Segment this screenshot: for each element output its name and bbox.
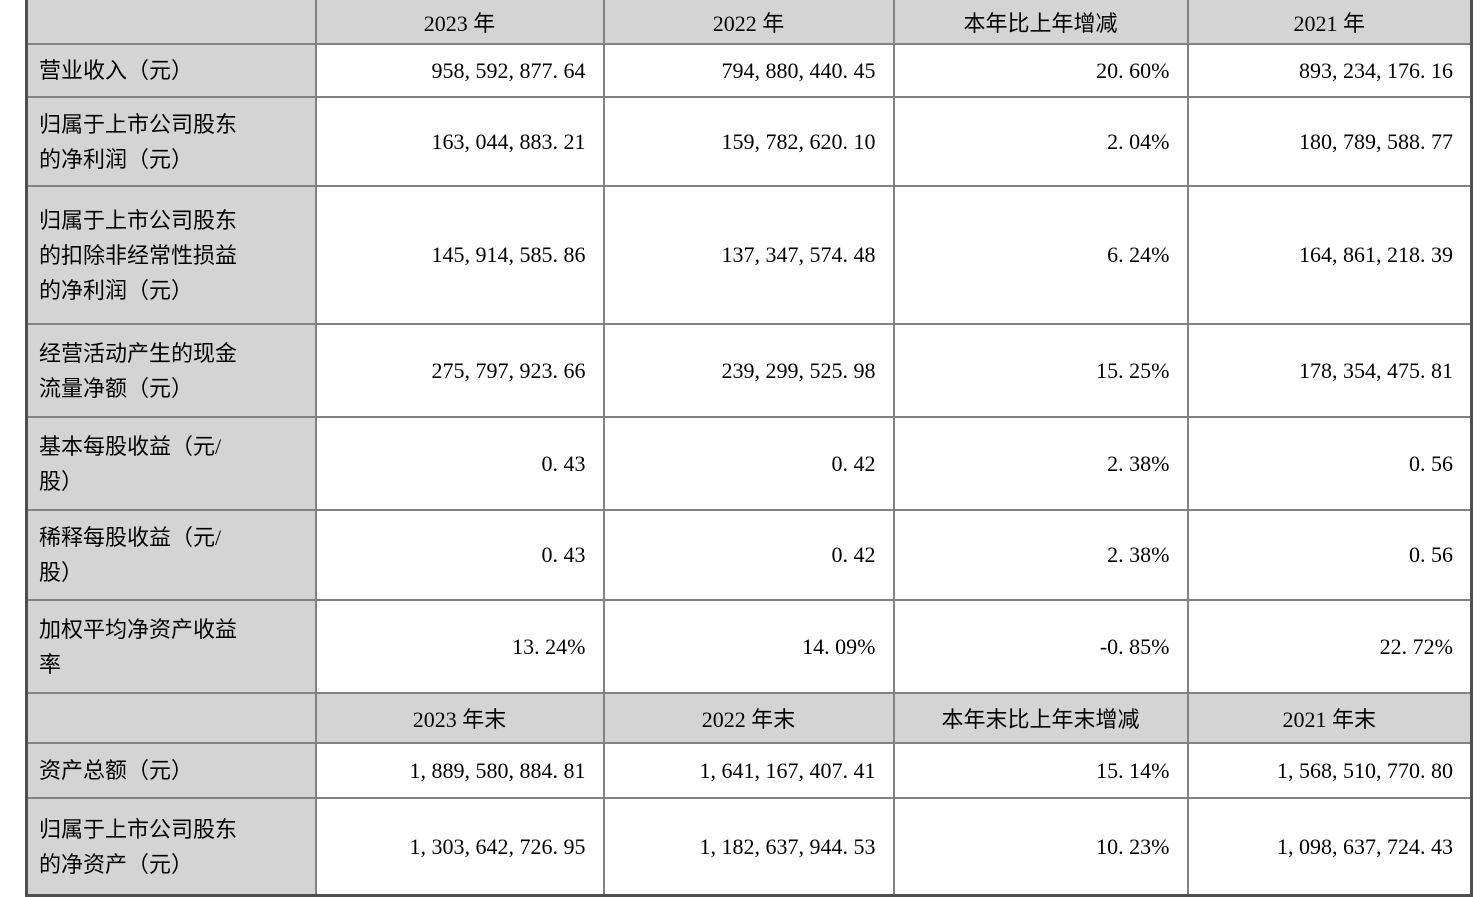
table-row-net-profit: 归属于上市公司股东 的净利润（元） 163, 044, 883. 21 159,… <box>25 96 1473 187</box>
change-cell: 2. 38% <box>892 509 1189 601</box>
value-cell-2022: 794, 880, 440. 45 <box>602 43 895 98</box>
value-cell-2023: 1, 303, 642, 726. 95 <box>314 797 605 897</box>
value-cell-2023: 13. 24% <box>314 599 605 694</box>
value-cell-2021: 0. 56 <box>1186 416 1473 511</box>
column-header-year-end-change: 本年末比上年末增减 <box>892 692 1189 744</box>
value-cell-2022: 137, 347, 574. 48 <box>602 185 895 325</box>
value-cell-2022: 14. 09% <box>602 599 895 694</box>
value-cell-2022: 159, 782, 620. 10 <box>602 96 895 187</box>
column-header-2022-end: 2022 年末 <box>602 692 895 744</box>
value-cell-2021: 180, 789, 588. 77 <box>1186 96 1473 187</box>
value-cell-2023: 275, 797, 923. 66 <box>314 323 605 418</box>
row-label-cell: 归属于上市公司股东 的净资产（元） <box>25 797 317 897</box>
row-label-cell: 资产总额（元） <box>25 742 317 799</box>
value-cell-2021: 0. 56 <box>1186 509 1473 601</box>
header-row-year-end: 2023 年末 2022 年末 本年末比上年末增减 2021 年末 <box>25 692 1473 744</box>
value-cell-2022: 0. 42 <box>602 416 895 511</box>
table-row-net-assets: 归属于上市公司股东 的净资产（元） 1, 303, 642, 726. 95 1… <box>25 797 1473 897</box>
table-row-basic-eps: 基本每股收益（元/ 股） 0. 43 0. 42 2. 38% 0. 56 <box>25 416 1473 511</box>
value-cell-2022: 239, 299, 525. 98 <box>602 323 895 418</box>
column-header-yoy-change: 本年比上年增减 <box>892 0 1189 45</box>
financial-summary-table: 2023 年 2022 年 本年比上年增减 2021 年 营业收入（元） 958… <box>25 0 1473 897</box>
row-label-cell: 经营活动产生的现金 流量净额（元） <box>25 323 317 418</box>
value-cell-2021: 164, 861, 218. 39 <box>1186 185 1473 325</box>
row-label-cell: 归属于上市公司股东 的扣除非经常性损益 的净利润（元） <box>25 185 317 325</box>
row-label-cell: 归属于上市公司股东 的净利润（元） <box>25 96 317 187</box>
value-cell-2022: 1, 641, 167, 407. 41 <box>602 742 895 799</box>
table-row-diluted-eps: 稀释每股收益（元/ 股） 0. 43 0. 42 2. 38% 0. 56 <box>25 509 1473 601</box>
value-cell-2023: 958, 592, 877. 64 <box>314 43 605 98</box>
value-cell-2021: 178, 354, 475. 81 <box>1186 323 1473 418</box>
value-cell-2023: 0. 43 <box>314 509 605 601</box>
change-cell: -0. 85% <box>892 599 1189 694</box>
column-header-2023-end: 2023 年末 <box>314 692 605 744</box>
change-cell: 20. 60% <box>892 43 1189 98</box>
table-row-total-assets: 资产总额（元） 1, 889, 580, 884. 81 1, 641, 167… <box>25 742 1473 799</box>
change-cell: 15. 14% <box>892 742 1189 799</box>
change-cell: 6. 24% <box>892 185 1189 325</box>
change-cell: 10. 23% <box>892 797 1189 897</box>
column-header-2021-end: 2021 年末 <box>1186 692 1473 744</box>
value-cell-2022: 1, 182, 637, 944. 53 <box>602 797 895 897</box>
change-cell: 2. 38% <box>892 416 1189 511</box>
corner-cell <box>25 0 317 45</box>
value-cell-2023: 1, 889, 580, 884. 81 <box>314 742 605 799</box>
value-cell-2023: 163, 044, 883. 21 <box>314 96 605 187</box>
corner-cell <box>25 692 317 744</box>
table-row-weighted-avg-roe: 加权平均净资产收益 率 13. 24% 14. 09% -0. 85% 22. … <box>25 599 1473 694</box>
table-row-operating-cash-flow: 经营活动产生的现金 流量净额（元） 275, 797, 923. 66 239,… <box>25 323 1473 418</box>
value-cell-2021: 1, 568, 510, 770. 80 <box>1186 742 1473 799</box>
row-label-cell: 加权平均净资产收益 率 <box>25 599 317 694</box>
row-label-cell: 营业收入（元） <box>25 43 317 98</box>
column-header-2021: 2021 年 <box>1186 0 1473 45</box>
column-header-2023: 2023 年 <box>314 0 605 45</box>
value-cell-2022: 0. 42 <box>602 509 895 601</box>
table-row-revenue: 营业收入（元） 958, 592, 877. 64 794, 880, 440.… <box>25 43 1473 98</box>
value-cell-2021: 893, 234, 176. 16 <box>1186 43 1473 98</box>
value-cell-2023: 0. 43 <box>314 416 605 511</box>
header-row-annual: 2023 年 2022 年 本年比上年增减 2021 年 <box>25 0 1473 45</box>
value-cell-2021: 1, 098, 637, 724. 43 <box>1186 797 1473 897</box>
change-cell: 15. 25% <box>892 323 1189 418</box>
row-label-cell: 基本每股收益（元/ 股） <box>25 416 317 511</box>
value-cell-2021: 22. 72% <box>1186 599 1473 694</box>
table-row-net-profit-excl-nonrecurring: 归属于上市公司股东 的扣除非经常性损益 的净利润（元） 145, 914, 58… <box>25 185 1473 325</box>
row-label-cell: 稀释每股收益（元/ 股） <box>25 509 317 601</box>
change-cell: 2. 04% <box>892 96 1189 187</box>
column-header-2022: 2022 年 <box>602 0 895 45</box>
financial-summary: 2023 年 2022 年 本年比上年增减 2021 年 营业收入（元） 958… <box>25 0 1473 897</box>
value-cell-2023: 145, 914, 585. 86 <box>314 185 605 325</box>
